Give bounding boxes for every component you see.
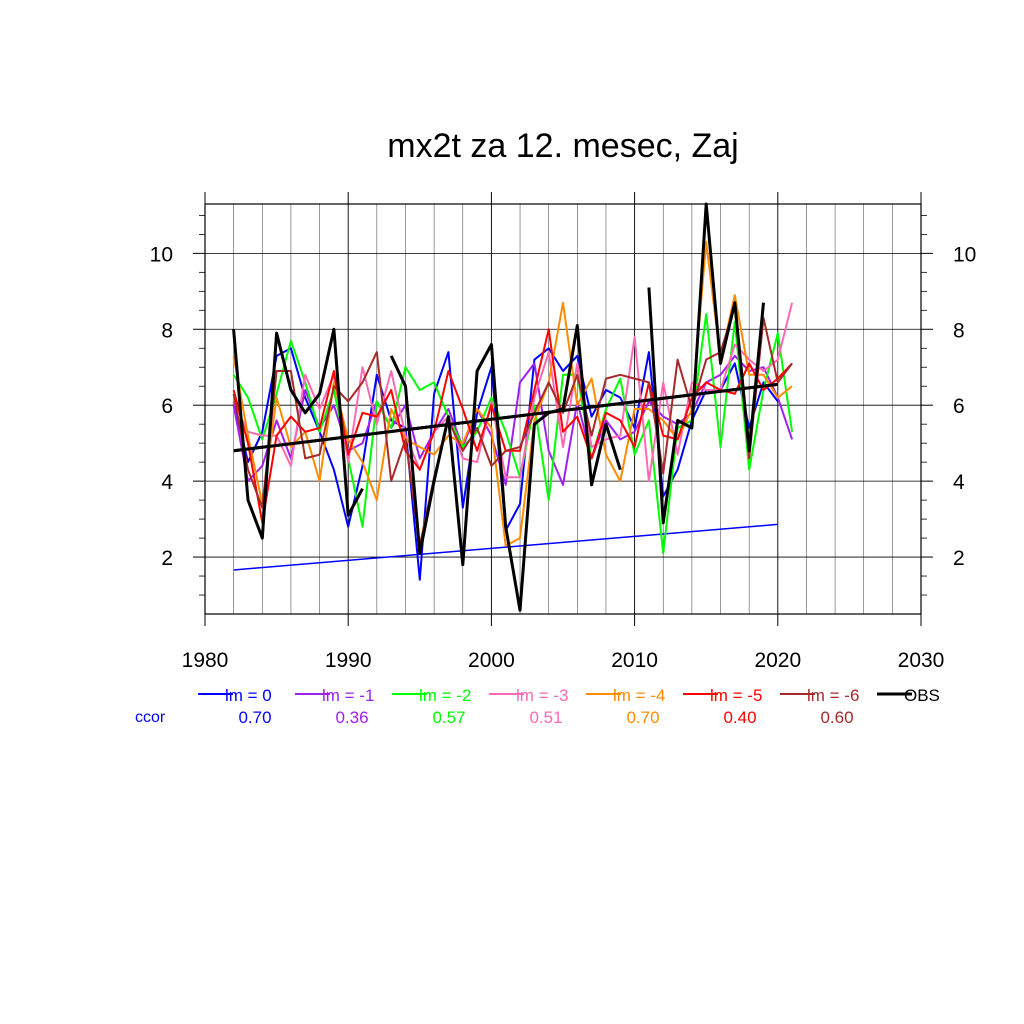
x-tick-label: 1980 [182,649,229,672]
legend-ccor-value: 0.51 [529,708,562,727]
legend-label: lm = 0 [225,686,272,705]
trend-line-obs [233,382,778,453]
y-tick-label-left: 6 [161,395,173,418]
series-line-obs [232,327,364,540]
legend: ccor lm = 0 0.70 lm = -1 0.36 lm = -2 0.57 lm … [135,686,940,727]
axes-ticks: 1980 1990 2000 2010 2020 2030 2 2 4 4 6 6 8 8 10 10 [150,192,976,672]
y-tick-label-left: 10 [150,243,173,266]
plot-frame [204,203,922,615]
data-series [232,202,794,612]
legend-label: lm = -4 [613,686,665,705]
legend-ccor-value: 0.57 [432,708,465,727]
legend-label: lm = -1 [322,686,374,705]
series-line-obs [389,324,622,612]
series-line [232,328,793,524]
y-tick-label-left: 2 [161,547,173,570]
legend-label: lm = -2 [419,686,471,705]
series-line [232,354,794,486]
y-tick-label-right: 8 [953,319,965,342]
legend-label: lm = -6 [807,686,859,705]
x-tick-label: 1990 [325,649,372,672]
chart-title: mx2t za 12. mesec, Zaj [387,127,738,165]
legend-label: lm = -5 [710,686,762,705]
series-line [232,305,793,547]
x-tick-label: 2000 [468,649,515,672]
series-line [232,313,794,555]
y-tick-label-right: 2 [953,547,965,570]
legend-ccor-value: 0.70 [238,708,271,727]
legend-ccor-value: 0.40 [723,708,756,727]
x-tick-label: 2010 [611,649,658,672]
x-tick-label: 2030 [898,649,945,672]
legend-ccor-value: 0.36 [335,708,368,727]
legend-label: OBS [904,686,940,705]
legend-ccor-value: 0.70 [626,708,659,727]
y-tick-label-right: 4 [953,471,965,494]
legend-ccor-value: 0.60 [820,708,853,727]
y-tick-label-right: 10 [953,243,976,266]
y-tick-label-right: 6 [953,395,965,418]
legend-label: lm = -3 [516,686,568,705]
trend-line [233,523,778,571]
y-tick-label-left: 8 [161,319,173,342]
ccor-label: ccor [135,709,166,726]
x-tick-label: 2020 [754,649,801,672]
y-tick-label-left: 4 [161,471,173,494]
